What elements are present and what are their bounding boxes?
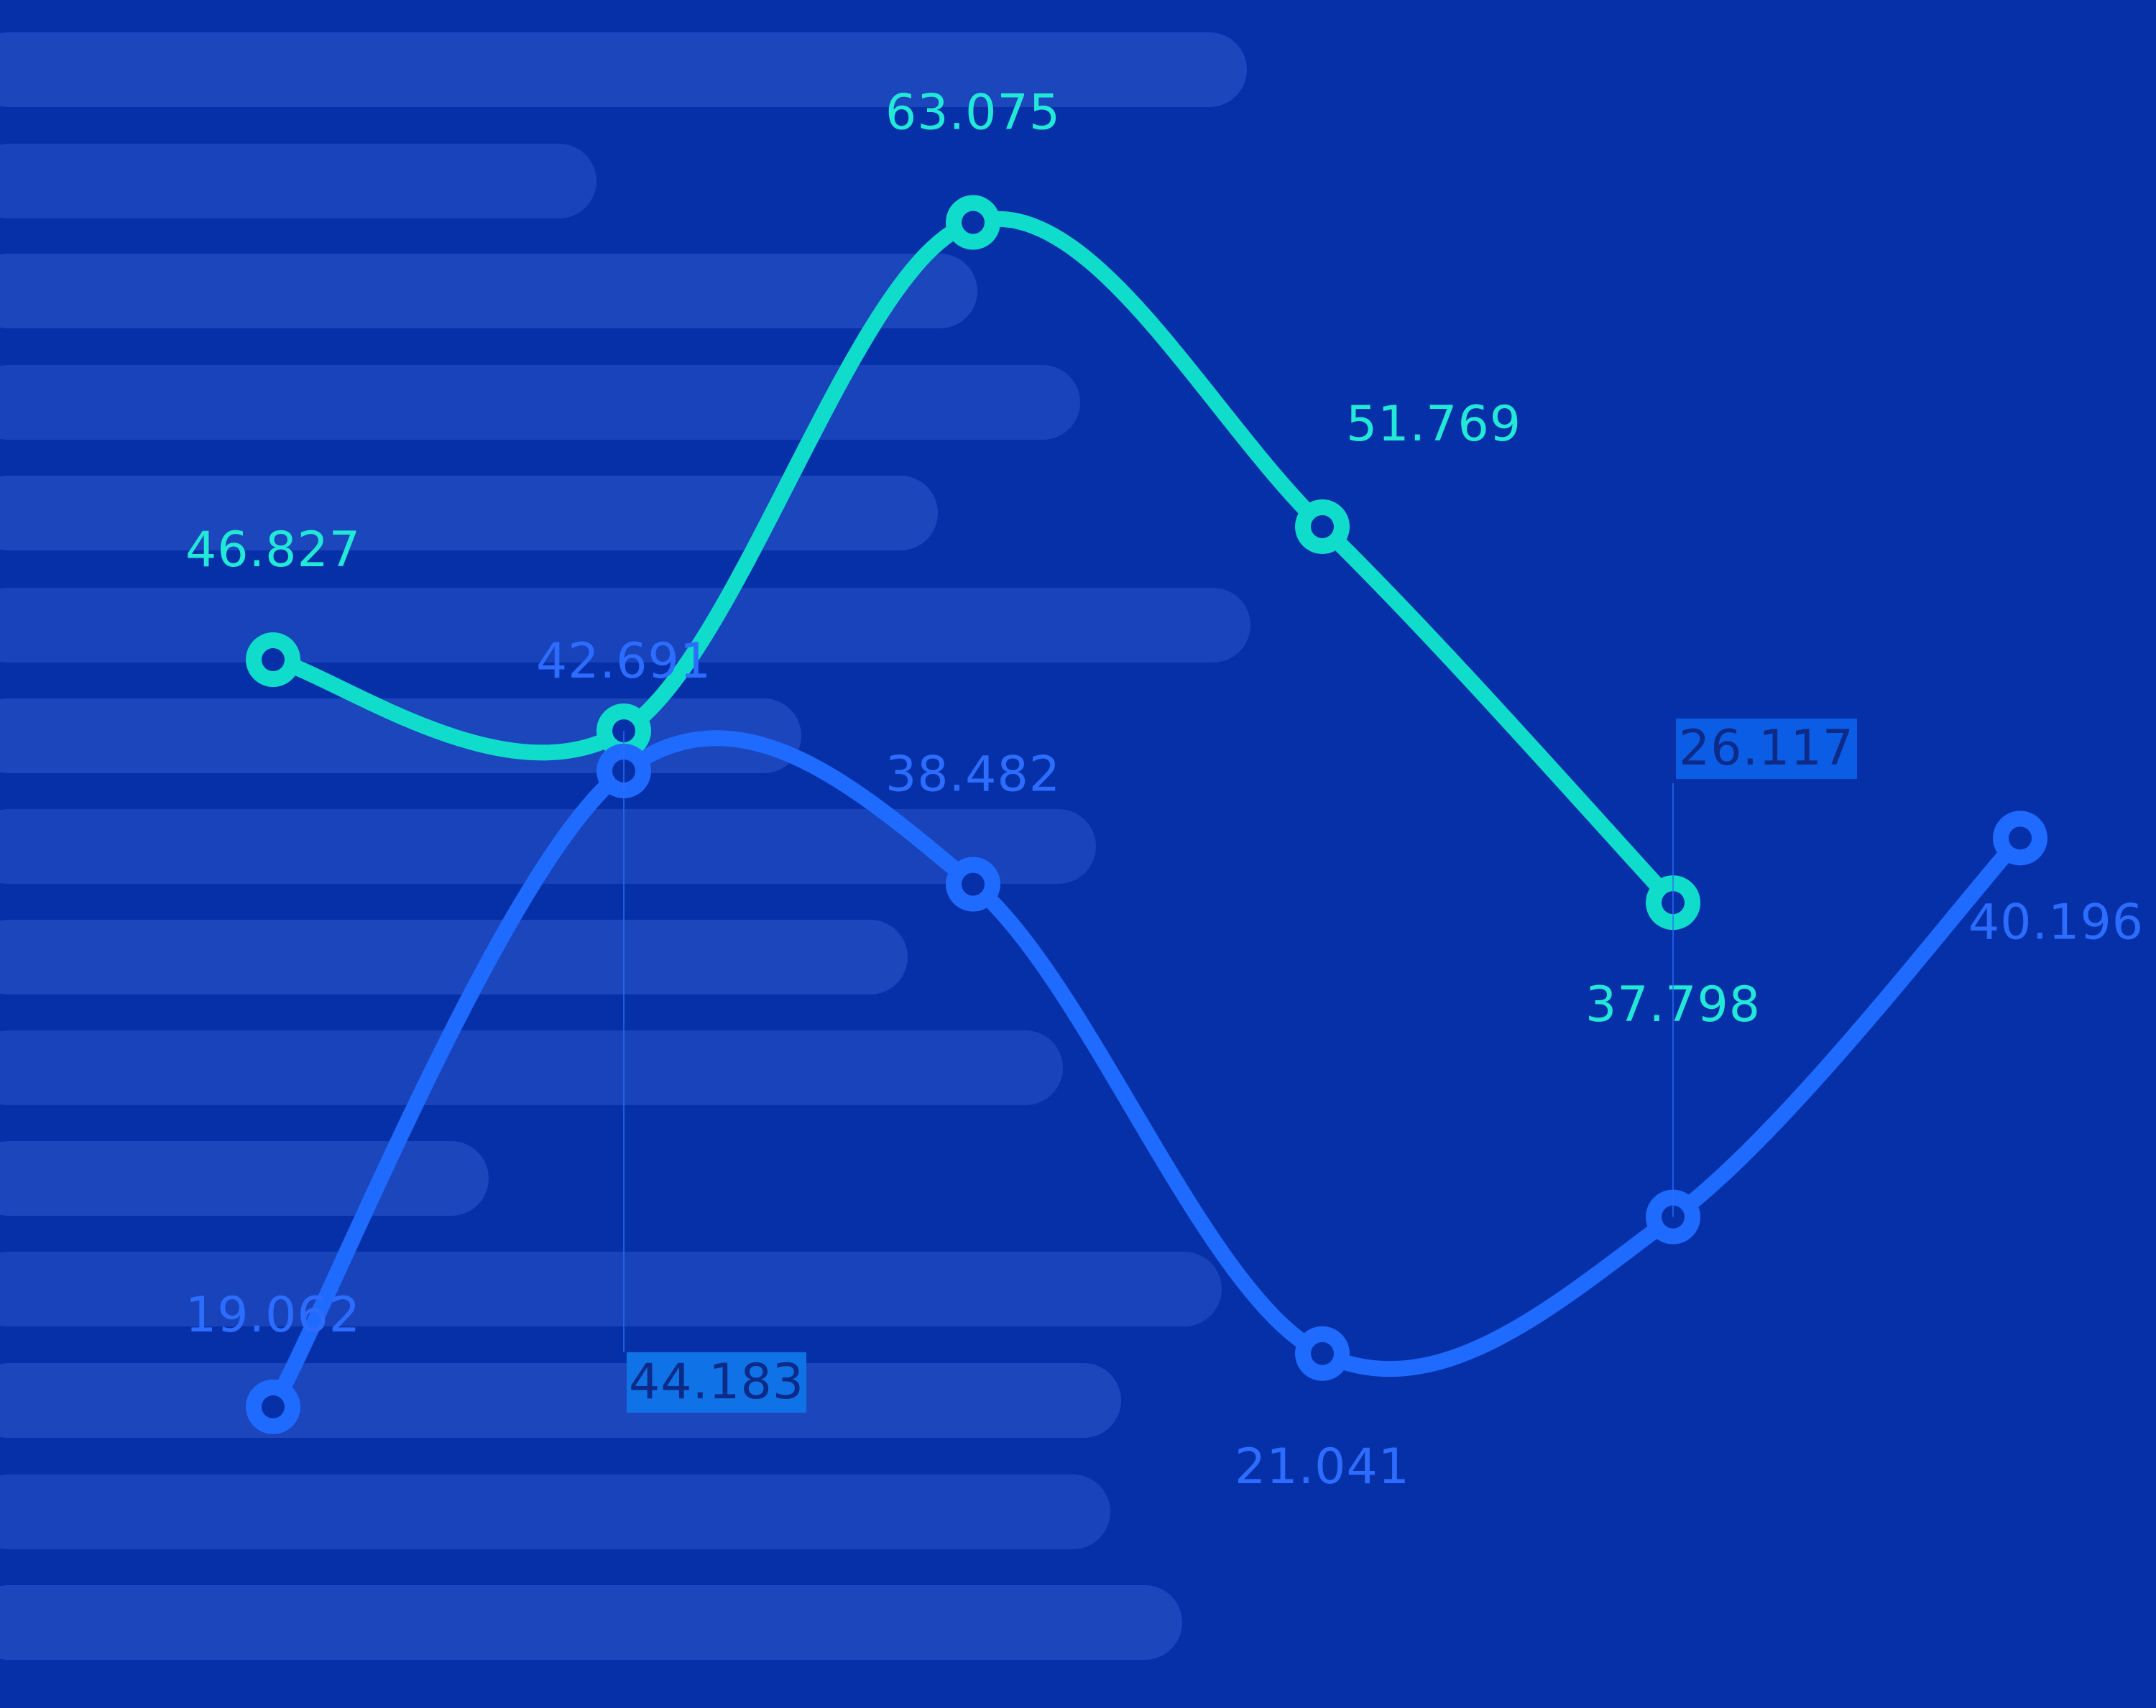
data-point-hole <box>262 648 285 672</box>
background-bar <box>0 1363 1121 1438</box>
background-bar <box>0 254 977 328</box>
background-bar <box>0 809 1096 884</box>
background-bar <box>0 1585 1182 1660</box>
background-bar <box>0 588 1250 663</box>
data-label: 40.196 <box>1968 894 2144 951</box>
value-label-box <box>627 1352 806 1413</box>
data-label: 51.769 <box>1346 396 1521 453</box>
background-bar <box>0 1474 1110 1549</box>
background-bar <box>0 1252 1222 1326</box>
background-bar <box>0 476 938 550</box>
data-label: 42.691 <box>536 633 711 690</box>
background-bar <box>0 365 1080 440</box>
data-label: 21.041 <box>1235 1439 1410 1495</box>
data-label: 26.117 <box>1679 720 1854 777</box>
data-point-hole <box>962 872 985 896</box>
data-label: 63.075 <box>885 85 1061 142</box>
background-bar <box>0 1141 489 1216</box>
series-line-blue <box>265 730 2028 1415</box>
chart-labels: 46.82744.18363.07551.76937.79819.06242.6… <box>185 85 2144 1495</box>
background-bar <box>0 32 1247 107</box>
data-point-hole <box>1311 514 1334 538</box>
data-label: 44.183 <box>629 1354 804 1411</box>
background-bars <box>0 32 1250 1660</box>
data-point-hole <box>1311 1342 1334 1365</box>
background-bar <box>0 1030 1063 1105</box>
data-point-hole <box>2009 826 2032 850</box>
data-point-hole <box>962 211 985 234</box>
background-bar <box>0 920 908 994</box>
data-label: 46.827 <box>185 522 361 578</box>
value-label-box <box>1676 719 1857 779</box>
data-label: 38.482 <box>885 747 1061 803</box>
data-label: 19.062 <box>185 1287 361 1344</box>
background-bar <box>0 144 596 218</box>
data-point-hole <box>262 1395 285 1418</box>
